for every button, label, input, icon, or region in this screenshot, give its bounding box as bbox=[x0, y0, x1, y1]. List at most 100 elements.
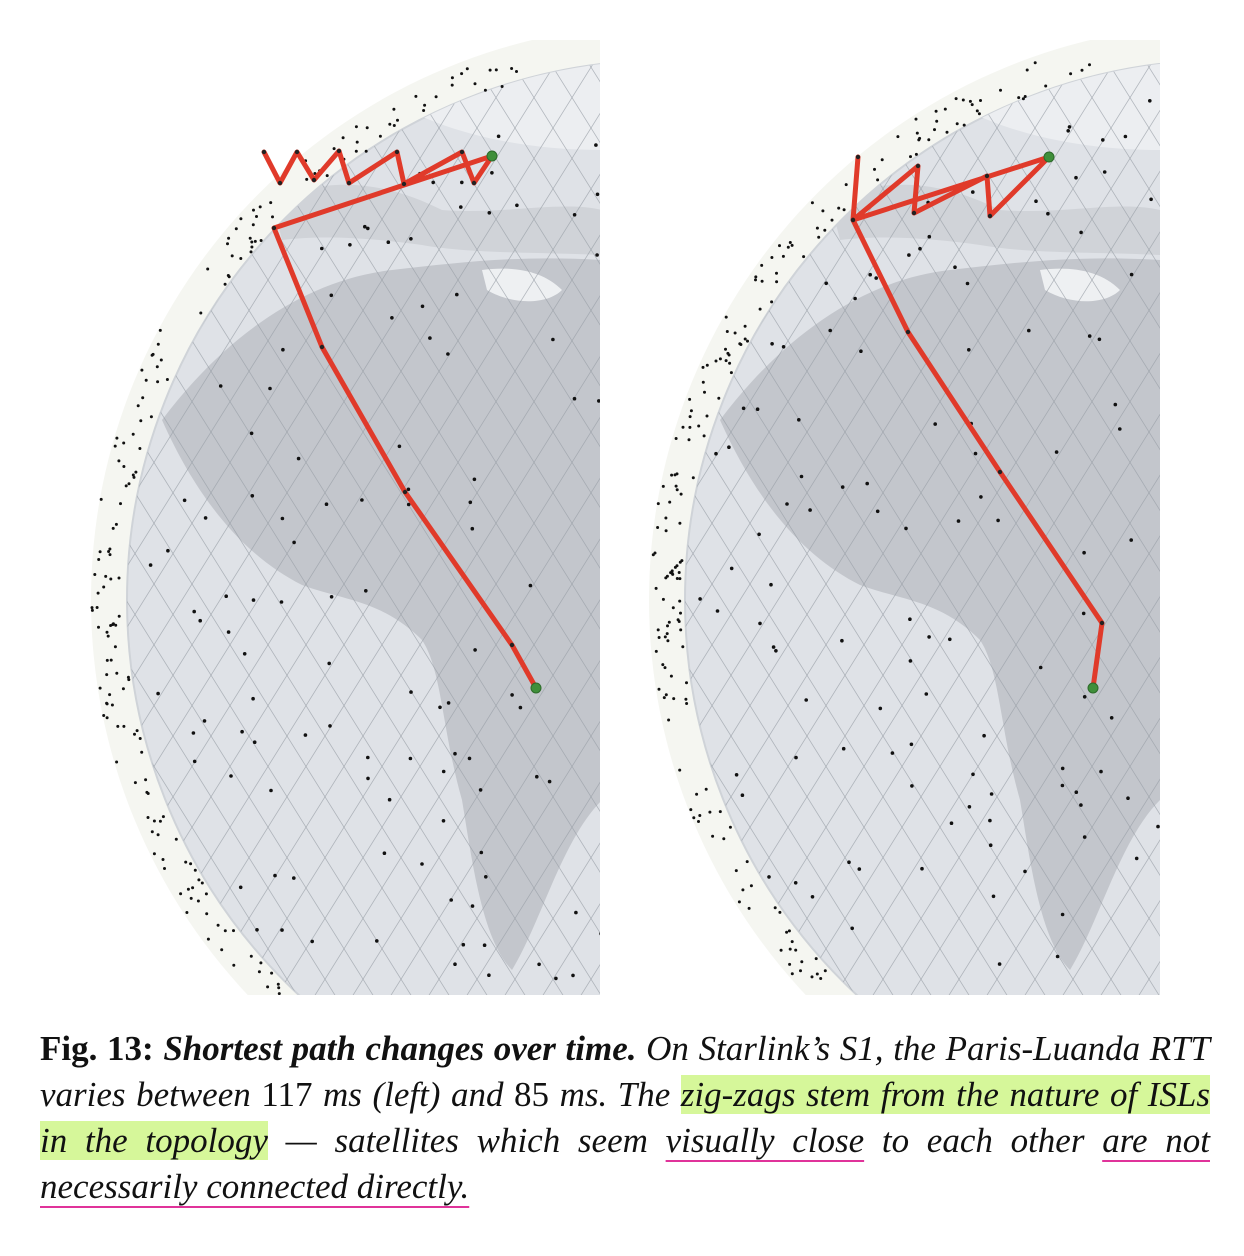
path-hop-satellite bbox=[294, 149, 300, 155]
satellite bbox=[296, 456, 301, 461]
satellite bbox=[329, 293, 334, 298]
satellite bbox=[662, 696, 666, 700]
satellite bbox=[670, 571, 674, 575]
satellite bbox=[1060, 783, 1065, 788]
satellite bbox=[657, 636, 661, 639]
satellite bbox=[758, 621, 762, 626]
satellite bbox=[109, 577, 113, 581]
satellite bbox=[1087, 334, 1092, 338]
satellite bbox=[595, 192, 600, 197]
orbit-line bbox=[127, 60, 377, 995]
orbit-line bbox=[831, 60, 1160, 995]
satellite bbox=[678, 577, 682, 581]
satellite bbox=[687, 438, 691, 442]
satellite bbox=[595, 253, 599, 257]
endpoint-paris bbox=[486, 150, 498, 162]
satellite bbox=[218, 384, 223, 388]
satellite bbox=[1038, 665, 1043, 670]
path-hop-satellite bbox=[905, 329, 911, 335]
satellite bbox=[874, 276, 878, 280]
path-hop-satellite bbox=[402, 489, 408, 495]
satellite bbox=[815, 972, 819, 976]
satellite bbox=[722, 837, 726, 841]
satellite bbox=[909, 155, 912, 159]
orbit-line bbox=[425, 60, 602, 995]
satellite bbox=[537, 962, 541, 967]
satellite bbox=[737, 900, 741, 904]
satellite bbox=[915, 131, 919, 135]
satellite bbox=[206, 267, 210, 271]
satellite bbox=[117, 459, 121, 463]
satellite bbox=[733, 331, 737, 335]
satellite bbox=[726, 351, 730, 355]
satellite bbox=[139, 419, 143, 423]
satellite bbox=[242, 652, 247, 656]
satellite bbox=[127, 678, 131, 682]
satellite bbox=[907, 253, 911, 257]
satellite bbox=[847, 860, 851, 864]
satellite bbox=[478, 788, 483, 792]
satellite bbox=[778, 244, 781, 248]
satellite bbox=[666, 639, 670, 643]
satellite bbox=[771, 645, 776, 649]
satellite bbox=[189, 896, 193, 900]
satellite bbox=[840, 485, 845, 489]
satellite bbox=[131, 432, 135, 436]
satellite bbox=[206, 937, 210, 941]
satellite bbox=[277, 986, 281, 990]
satellite bbox=[1102, 170, 1107, 174]
satellite bbox=[484, 875, 488, 879]
satellite bbox=[472, 477, 477, 482]
orbit-line bbox=[755, 60, 1160, 995]
satellite bbox=[914, 117, 918, 121]
satellite bbox=[788, 947, 792, 951]
path-hop-satellite bbox=[459, 149, 465, 155]
satellite bbox=[788, 962, 792, 966]
satellite bbox=[785, 502, 789, 506]
satellite bbox=[146, 816, 150, 819]
satellite bbox=[999, 88, 1002, 92]
satellite bbox=[842, 208, 846, 212]
orbit-line bbox=[459, 60, 602, 995]
satellite bbox=[679, 628, 683, 632]
satellite bbox=[186, 887, 190, 891]
satellite bbox=[515, 70, 518, 73]
satellite bbox=[973, 451, 978, 456]
satellite bbox=[420, 862, 424, 866]
satellite bbox=[728, 361, 732, 365]
satellite bbox=[701, 365, 705, 369]
satellite bbox=[953, 265, 957, 269]
caption-text-1: On Starlink’s S1, the Paris-Luanda RTT v… bbox=[40, 1029, 1211, 1114]
orbit-line bbox=[793, 60, 1160, 995]
satellite bbox=[703, 390, 706, 394]
satellite bbox=[140, 750, 144, 754]
satellite bbox=[327, 661, 332, 666]
satellite bbox=[865, 481, 869, 486]
orbit-line bbox=[159, 60, 602, 995]
satellite bbox=[745, 860, 749, 864]
satellite bbox=[252, 740, 257, 744]
satellite bbox=[325, 174, 329, 178]
satellite bbox=[528, 583, 533, 588]
satellite bbox=[917, 138, 921, 142]
satellite bbox=[1079, 803, 1083, 807]
satellite bbox=[292, 876, 296, 880]
satellite bbox=[363, 224, 367, 229]
globe-right bbox=[649, 40, 1160, 995]
satellite bbox=[156, 691, 160, 696]
satellite bbox=[681, 425, 685, 429]
satellite bbox=[754, 275, 758, 279]
satellite bbox=[729, 566, 734, 571]
satellite bbox=[714, 359, 718, 363]
orbit-line bbox=[127, 60, 602, 995]
satellite bbox=[108, 553, 112, 557]
satellite bbox=[122, 465, 126, 468]
satellite bbox=[310, 939, 315, 944]
satellite bbox=[904, 526, 908, 531]
satellite bbox=[678, 599, 682, 603]
satellite bbox=[105, 673, 109, 677]
satellite bbox=[920, 866, 924, 871]
satellite bbox=[1023, 95, 1027, 98]
endpoint-luanda bbox=[1087, 682, 1099, 694]
satellite bbox=[661, 484, 665, 488]
